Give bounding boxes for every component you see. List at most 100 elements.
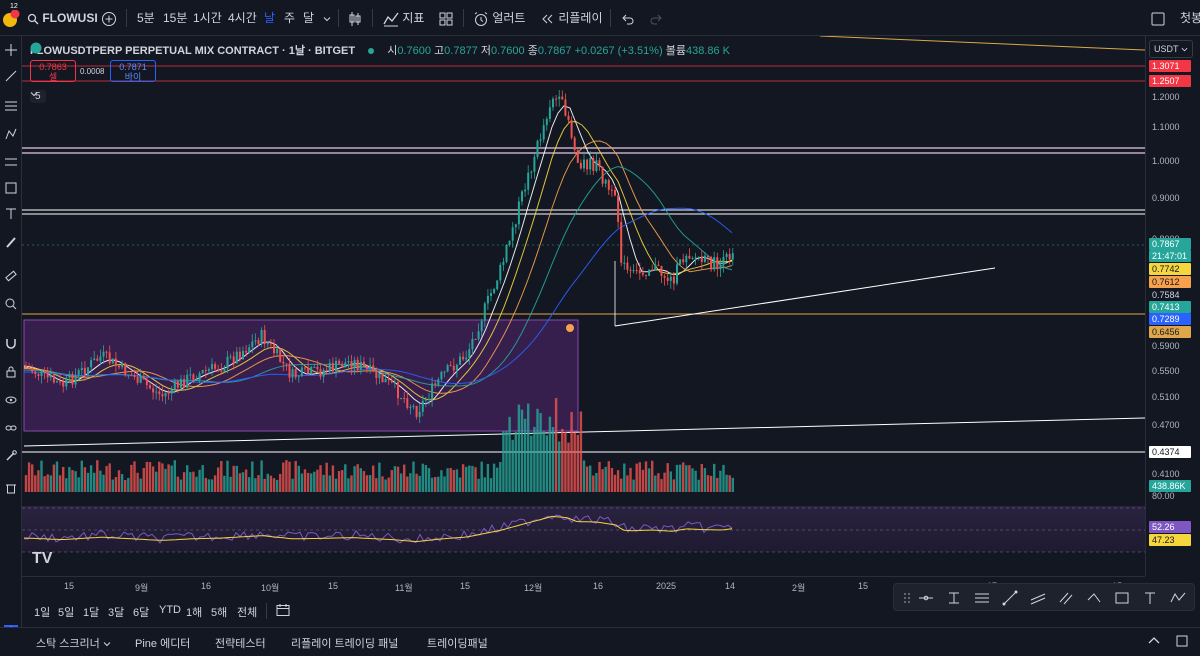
tab-pine-editor[interactable]: Pine 에디터 [135,638,191,650]
hide-tool[interactable] [0,390,22,410]
range-5d[interactable]: 5일 [58,607,75,619]
time-tick: 14 [725,581,736,591]
right-panel-label[interactable]: 첫봉 [1180,11,1200,25]
trendline-support[interactable] [23,417,1145,447]
rectangle-icon[interactable] [1114,590,1130,606]
volume-bar [254,478,257,492]
interval-1h[interactable]: 1시간 [193,11,222,25]
volume-bar [616,470,620,492]
buy-button[interactable]: 0.7871 바이 [110,60,156,82]
pattern-icon[interactable] [1170,590,1186,606]
tab-replay-trading[interactable]: 리플레이 트레이딩 패널 [291,638,399,650]
sell-button[interactable]: 0.7863 셀 [30,60,76,82]
tab-strategy-tester[interactable]: 전략테스터 [215,638,266,650]
volume-bar [68,467,71,492]
lock-tool[interactable] [0,362,22,382]
candle-body [604,179,607,184]
goto-date-button[interactable] [276,603,290,620]
trendline-icon[interactable] [1002,590,1018,606]
fullscreen-button[interactable] [1151,0,1165,36]
chart-legend: FLOWUSDTPERP PERPETUAL MIX CONTRACT · 1날… [30,42,730,58]
trendline-short[interactable] [614,267,996,327]
range-1y[interactable]: 1해 [186,607,203,619]
collapse-panel-button[interactable] [1147,635,1161,648]
interval-day[interactable]: 날 [264,11,276,25]
shape-tool[interactable] [0,178,22,198]
candle-body [108,352,111,364]
chart-type-button[interactable] [348,0,362,36]
crosshair-tool[interactable] [0,40,22,60]
symbol-search[interactable]: FLOWUSI [27,0,98,36]
range-3m[interactable]: 3달 [108,607,125,619]
interval-week[interactable]: 주 [284,11,296,25]
candle-body [139,375,142,383]
measure-tool[interactable] [0,446,22,466]
range-1d[interactable]: 1일 [34,607,51,619]
price-chart[interactable] [22,36,1145,576]
range-6m[interactable]: 6달 [133,607,150,619]
interval-4h[interactable]: 4시간 [228,11,257,25]
layouts-button[interactable] [439,0,453,36]
horizontal-line-icon[interactable] [918,590,934,606]
candle-body [539,139,542,141]
trendline-top[interactable] [819,36,1145,51]
volume-bar [182,472,186,492]
candle-body [124,363,127,376]
tab-stock-screener[interactable]: 스탁 스크리너 [36,635,111,651]
link-tool[interactable] [0,418,22,438]
ma-line[interactable] [23,207,733,385]
volume-bar [303,469,307,492]
volume-bar [691,468,694,492]
redo-button[interactable] [649,0,663,36]
indicators-button[interactable]: 지표 [383,0,424,36]
trash-icon [6,484,16,494]
range-all[interactable]: 전체 [237,607,258,619]
range-1m[interactable]: 1달 [83,607,100,619]
legend-title[interactable]: FLOWUSDTPERP PERPETUAL MIX CONTRACT · 1날… [30,45,356,57]
channel-icon[interactable] [1030,590,1046,606]
chart-pane[interactable]: FLOWUSDTPERP PERPETUAL MIX CONTRACT · 1날… [22,36,1145,576]
compare-add-button[interactable] [101,0,117,36]
magnet-tool[interactable] [0,334,22,354]
ruler-tool[interactable] [0,266,22,286]
forecast-tool[interactable] [0,152,22,172]
range-ytd[interactable]: YTD [159,604,181,616]
volume-bar [461,464,465,492]
candle-body [248,347,251,353]
text-icon[interactable] [1142,590,1158,606]
text-tool[interactable] [0,204,22,224]
fib-tool[interactable] [0,96,22,116]
pattern-tool[interactable] [0,124,22,144]
trendline-icon [5,70,17,82]
path-icon[interactable] [1086,590,1102,606]
range-5y[interactable]: 5해 [211,607,228,619]
avatar[interactable]: 12 [2,0,20,36]
volume-bar [176,476,180,492]
zoom-tool[interactable] [0,294,22,314]
fib-icon[interactable] [974,590,990,606]
tv-logo[interactable]: TV [32,550,53,567]
interval-5m[interactable]: 5분 [137,11,155,25]
indicators-collapse-button[interactable]: 5 [30,90,46,103]
replay-button[interactable]: 리플레이 [541,0,603,36]
maximize-panel-button[interactable] [1176,635,1188,650]
volume-bar [161,463,164,492]
currency-select[interactable]: USDT [1149,40,1193,58]
chevron-down-icon [103,642,111,647]
text-anchor-icon[interactable] [946,590,962,606]
interval-month[interactable]: 달 [303,11,315,25]
alert-button[interactable]: 얼러트 [473,0,525,36]
drag-handle-icon[interactable] [899,590,915,606]
event-marker-icon[interactable] [566,324,574,332]
candle-body [238,351,241,360]
price-scale[interactable]: USDT 1.2000 1.1000 1.0000 0.9000 0.8000 … [1145,36,1200,576]
interval-dropdown[interactable] [323,0,331,36]
parallel-lines-icon[interactable] [1058,590,1074,606]
candle-body [601,166,604,184]
trash-tool[interactable] [0,478,22,498]
interval-15m[interactable]: 15분 [163,11,188,25]
tab-trading-panel[interactable]: 트레이딩패널 [427,638,488,650]
undo-button[interactable] [621,0,635,36]
trendline-tool[interactable] [0,66,22,86]
brush-tool[interactable] [0,232,22,252]
